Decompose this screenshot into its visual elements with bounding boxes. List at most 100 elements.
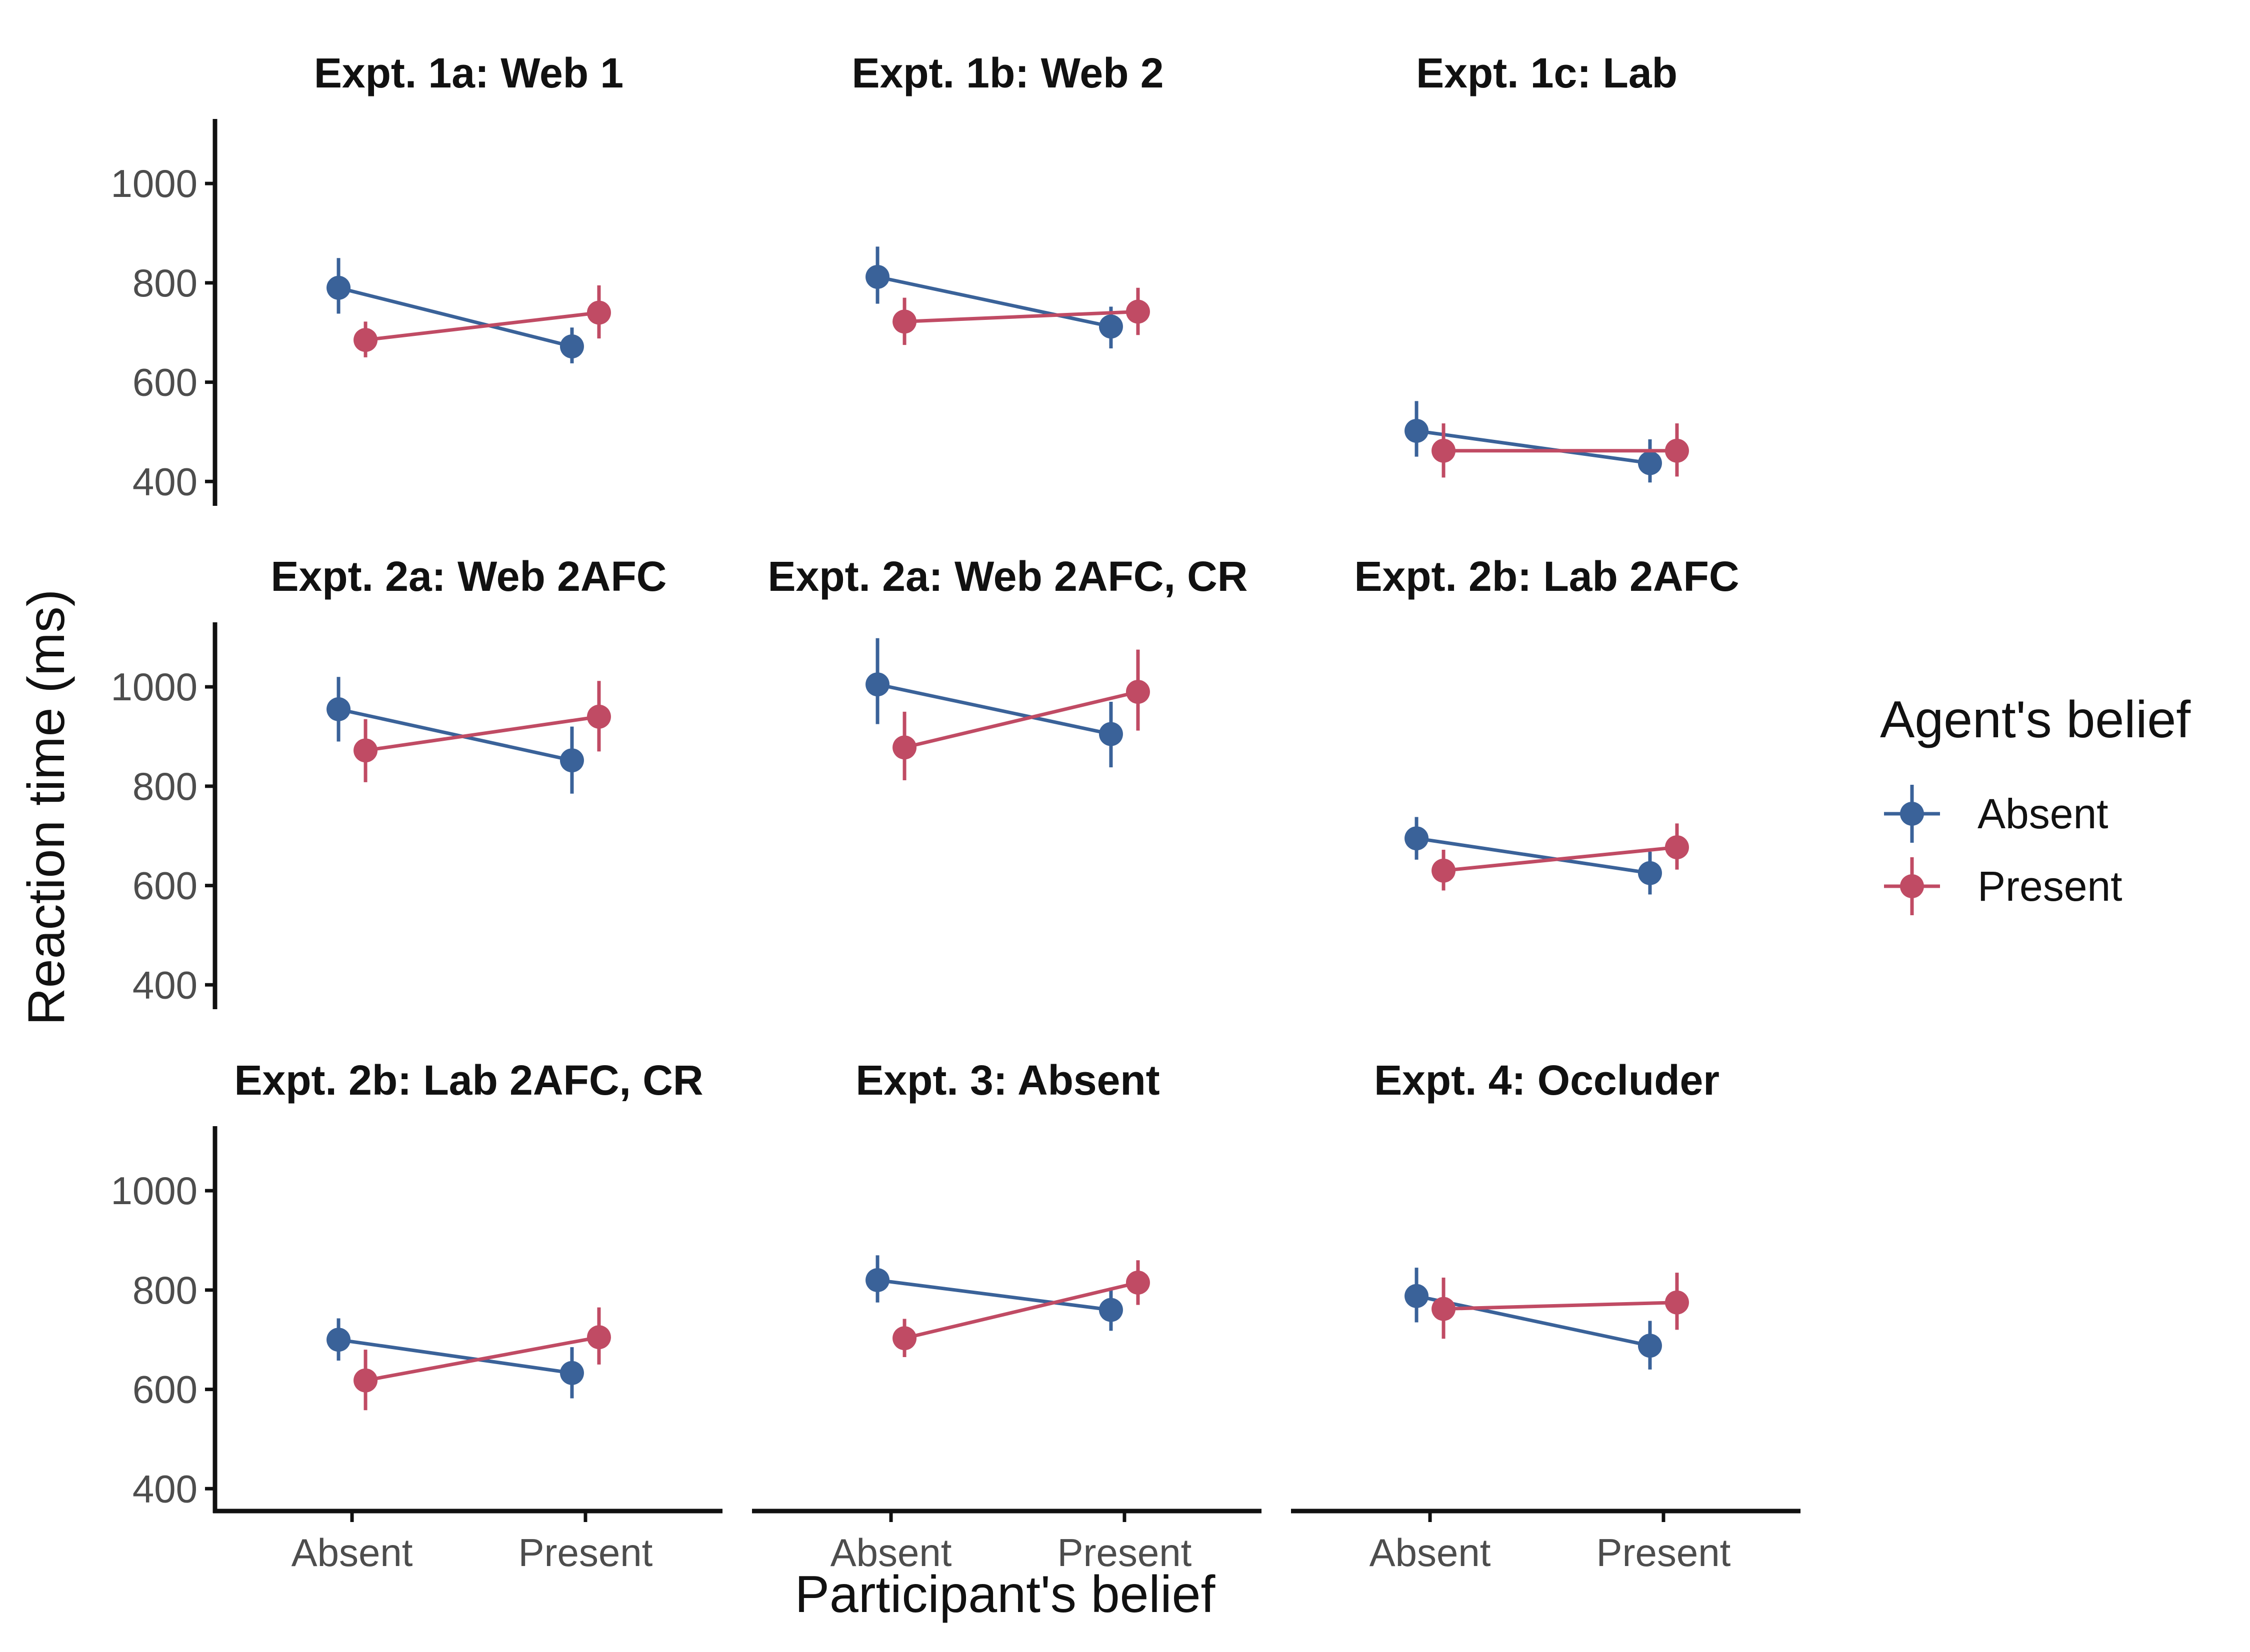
panel-title: Expt. 1c: Lab	[1416, 49, 1678, 96]
panel-expt-2a-web-2afc: Expt. 2a: Web 2AFC 400 600 800 1000	[110, 553, 666, 1009]
series-present	[354, 1307, 611, 1411]
panel-title: Expt. 2a: Web 2AFC	[271, 553, 667, 600]
legend: Agent's belief Absent Present	[1880, 691, 2191, 915]
series-present	[1432, 423, 1689, 478]
data-point	[586, 704, 611, 729]
panel-title: Expt. 4: Occluder	[1374, 1057, 1720, 1104]
x-tick-label: Present	[1058, 1531, 1192, 1575]
data-point	[1126, 299, 1150, 324]
series-line	[1443, 1301, 1678, 1311]
panel-expt-1a-web-1: Expt. 1a: Web 1 400 600 800 1000	[110, 49, 624, 506]
data-point	[1638, 451, 1662, 475]
panel-expt-1c-lab: Expt. 1c: Lab	[1404, 49, 1689, 483]
panel-title: Expt. 1b: Web 2	[852, 49, 1164, 96]
data-point	[326, 275, 351, 300]
x-tick-label: Present	[1596, 1531, 1731, 1575]
series-absent	[1404, 401, 1662, 483]
series-line	[1443, 845, 1678, 873]
legend-present-point	[1900, 874, 1924, 898]
data-point	[1432, 1297, 1456, 1321]
data-point	[1098, 314, 1123, 339]
y-tick-label: 400	[132, 459, 198, 503]
data-point	[560, 334, 584, 359]
data-point	[866, 264, 890, 289]
panel-expt-2a-web-2afc-cr: Expt. 2a: Web 2AFC, CR	[768, 553, 1248, 780]
data-point	[586, 1325, 611, 1350]
series-line	[365, 715, 600, 752]
series-present	[892, 287, 1150, 345]
panel-expt-3-absent: Expt. 3: Absent Absent Present	[752, 1057, 1262, 1575]
series-line	[877, 1278, 1112, 1312]
x-axis-title: Participant's belief	[795, 1566, 1216, 1624]
series-absent	[326, 1318, 584, 1399]
y-axis-title: Reaction time (ms)	[18, 589, 76, 1026]
data-point	[326, 1328, 351, 1352]
x-tick-label: Absent	[1370, 1531, 1491, 1575]
series-line	[904, 1281, 1138, 1340]
series-present	[354, 285, 611, 357]
series-absent	[1404, 1268, 1662, 1370]
series-line	[365, 311, 600, 342]
data-point	[892, 735, 917, 760]
panel-expt-2b-lab-2afc-cr: Expt. 2b: Lab 2AFC, CR 400 600 800 1000 Absen…	[110, 1057, 722, 1575]
data-point	[1664, 438, 1689, 463]
data-point	[1432, 858, 1456, 883]
y-tick-label: 600	[132, 1368, 198, 1412]
y-tick-label: 400	[132, 963, 198, 1007]
data-point	[1404, 418, 1429, 443]
panel-expt-4-occluder: Expt. 4: Occluder Absent Present	[1291, 1057, 1800, 1575]
y-tick-label: 1000	[110, 665, 198, 709]
data-point	[866, 1268, 890, 1292]
x-tick-label: Absent	[292, 1531, 413, 1575]
series-present	[1432, 1273, 1689, 1339]
x-tick-label: Absent	[830, 1531, 952, 1575]
data-point	[1126, 680, 1150, 704]
panels-layer: Expt. 1a: Web 1 400 600 800 1000 Expt. 1b: We…	[110, 49, 1800, 1575]
y-tick-label: 1000	[110, 161, 198, 205]
series-absent	[866, 1255, 1123, 1331]
y-tick-label: 800	[132, 764, 198, 808]
panel-title: Expt. 2b: Lab 2AFC	[1354, 553, 1739, 600]
data-point	[1664, 835, 1689, 860]
data-point	[354, 738, 378, 763]
data-point	[326, 697, 351, 721]
series-present	[354, 681, 611, 782]
series-line	[1416, 429, 1650, 465]
y-tick-label: 1000	[110, 1169, 198, 1213]
data-point	[1098, 1298, 1123, 1322]
series-present	[1432, 823, 1689, 891]
data-point	[866, 672, 890, 697]
data-point	[892, 1326, 917, 1351]
y-tick-label: 600	[132, 864, 198, 908]
data-point	[560, 748, 584, 773]
series-line	[877, 275, 1112, 328]
panel-expt-1b-web-2: Expt. 1b: Web 2	[852, 49, 1164, 349]
series-absent	[1404, 817, 1662, 895]
data-point	[1404, 826, 1429, 851]
legend-label-present: Present	[1978, 863, 2122, 910]
series-absent	[866, 638, 1123, 768]
series-line	[338, 707, 572, 762]
series-line	[904, 309, 1138, 323]
panel-title: Expt. 2b: Lab 2AFC, CR	[234, 1057, 703, 1104]
series-present	[892, 649, 1150, 780]
panel-expt-2b-lab-2afc: Expt. 2b: Lab 2AFC	[1354, 553, 1740, 895]
series-line	[338, 286, 572, 348]
data-point	[1638, 1334, 1662, 1358]
y-tick-label: 600	[132, 360, 198, 404]
data-point	[892, 309, 917, 334]
legend-item-present: Present	[1884, 857, 2122, 915]
legend-absent-point	[1900, 802, 1924, 826]
series-absent	[326, 677, 584, 794]
data-point	[1404, 1284, 1429, 1308]
data-point	[560, 1361, 584, 1385]
legend-label-absent: Absent	[1978, 790, 2108, 837]
data-point	[1638, 861, 1662, 885]
series-absent	[326, 258, 584, 363]
data-point	[354, 1368, 378, 1393]
x-tick-label: Present	[518, 1531, 653, 1575]
series-line	[365, 1335, 600, 1383]
data-point	[586, 300, 611, 325]
